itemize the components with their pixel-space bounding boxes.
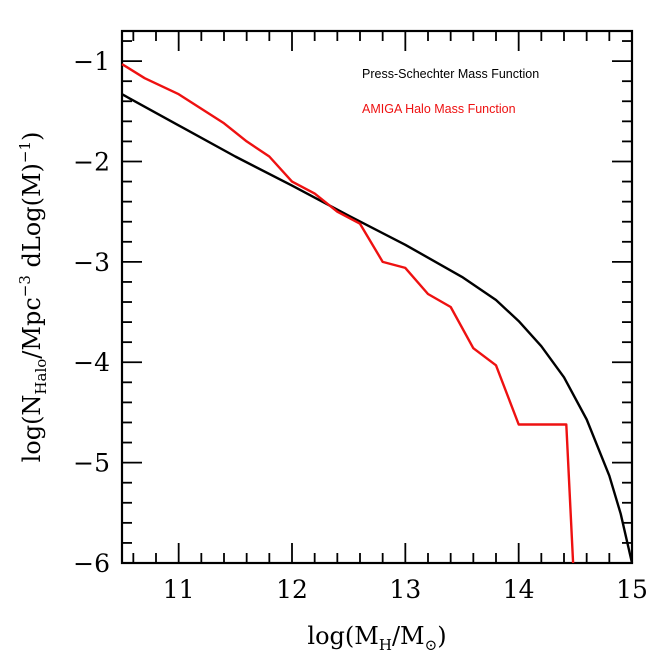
x-axis-label: log(MH/M⊙)	[307, 622, 446, 654]
axis-ticks	[122, 31, 633, 563]
plot-frame	[120, 29, 634, 565]
x-tick-label: 12	[276, 575, 308, 604]
data-series	[121, 63, 634, 564]
y-tick-label: −5	[73, 449, 110, 478]
x-tick-label: 13	[389, 575, 421, 604]
legend-amiga: AMIGA Halo Mass Function	[362, 102, 516, 116]
x-tick-labels: 11 12 13 14 15	[163, 575, 648, 604]
y-tick-label: −1	[73, 47, 110, 76]
y-tick-label: −4	[73, 348, 110, 377]
x-tick-label: 14	[503, 575, 535, 604]
y-tick-label: −6	[73, 549, 110, 578]
svg-text:log(MH/M⊙): log(MH/M⊙)	[307, 622, 446, 654]
y-axis-label: log(NHalo/Mpc−3 dLog(M)−1)	[16, 132, 50, 463]
x-tick-label: 15	[616, 575, 648, 604]
y-tick-labels: −1 −2 −3 −4 −5 −6	[73, 47, 110, 578]
legend-press-schechter: Press-Schechter Mass Function	[362, 67, 539, 81]
svg-text:log(NHalo/Mpc−3 dLog(M)−1): log(NHalo/Mpc−3 dLog(M)−1)	[16, 132, 50, 463]
amiga-halo-line	[121, 63, 575, 564]
y-tick-label: −2	[73, 147, 110, 176]
press-schechter-line	[121, 93, 634, 564]
y-tick-label: −3	[73, 248, 110, 277]
x-tick-label: 11	[163, 575, 195, 604]
